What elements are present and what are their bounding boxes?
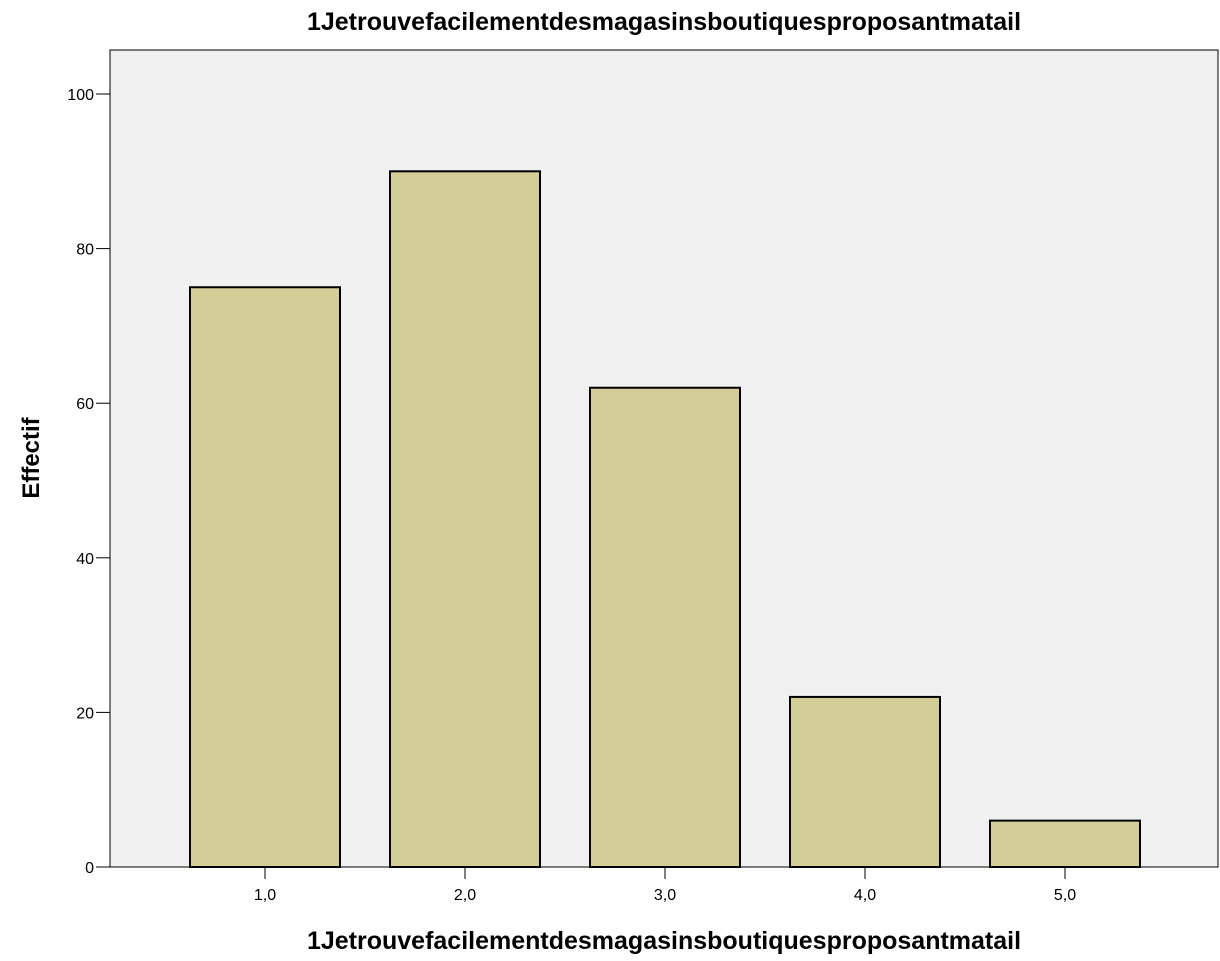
y-tick-label: 100 [67, 87, 94, 104]
bar-2 [389, 170, 541, 869]
x-tick-label: 3,0 [654, 887, 676, 904]
bar-1 [189, 286, 341, 868]
x-tick-label: 4,0 [854, 887, 876, 904]
x-tick-label: 1,0 [254, 887, 276, 904]
y-tick-label: 40 [76, 551, 94, 568]
y-axis: 0 20 40 60 80 100 [67, 87, 110, 877]
bar-3 [589, 386, 741, 868]
y-tick-label: 20 [76, 705, 94, 722]
x-axis-title: 1Jetrouvefacilementdesmagasinsboutiquesp… [306, 927, 1022, 955]
x-axis: 1,0 2,0 3,0 4,0 5,0 [254, 867, 1076, 904]
bars-group [189, 170, 1141, 869]
bar-4 [789, 695, 941, 868]
y-tick-label: 60 [76, 396, 94, 413]
x-tick-label: 5,0 [1054, 887, 1076, 904]
x-tick-label: 2,0 [454, 887, 476, 904]
chart-title: 1Jetrouvefacilementdesmagasinsboutiquesp… [306, 8, 1022, 36]
y-tick-label: 80 [76, 242, 94, 259]
bar-5 [989, 819, 1141, 868]
y-tick-label: 0 [85, 860, 94, 877]
